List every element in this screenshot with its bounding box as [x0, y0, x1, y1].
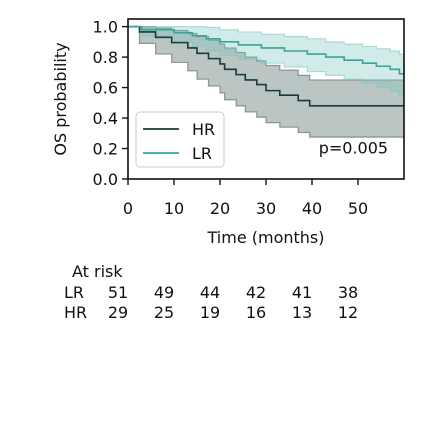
- ci-band-hr: [128, 26, 404, 138]
- ci-band-lr: [128, 26, 404, 97]
- at-risk-count: 41: [292, 283, 312, 302]
- x-axis: 0 10 20 30 40 50: [123, 179, 368, 218]
- at-risk-count: 44: [200, 283, 220, 302]
- at-risk-count: 42: [246, 283, 266, 302]
- x-tick-label: 50: [348, 199, 368, 218]
- legend-label-lr: LR: [192, 144, 212, 163]
- at-risk-count: 13: [292, 303, 312, 322]
- x-tick-label: 0: [123, 199, 133, 218]
- y-tick-label: 0.2: [93, 140, 118, 159]
- at-risk-count: 38: [338, 283, 358, 302]
- at-risk-table: At risk LR 51 49 44 42 41 38 HR 29 25 19 16 13 12: [64, 262, 358, 322]
- y-axis: 0.0 0.2 0.4 0.6 0.8 1.0: [93, 18, 128, 189]
- at-risk-count: 49: [154, 283, 174, 302]
- at-risk-count: 29: [108, 303, 128, 322]
- y-tick-label: 0.0: [93, 170, 118, 189]
- legend-label-hr: HR: [192, 120, 215, 139]
- survival-curve-hr: [128, 25, 404, 107]
- at-risk-count: 12: [338, 303, 358, 322]
- p-value-annotation: p=0.005: [319, 139, 388, 158]
- y-tick-label: 1.0: [93, 18, 118, 37]
- x-tick-label: 10: [164, 199, 184, 218]
- p-value-text: p=0.005: [319, 139, 388, 158]
- at-risk-row-label: LR: [64, 283, 84, 302]
- legend: HR LR: [135, 111, 225, 168]
- x-tick-label: 40: [302, 199, 322, 218]
- at-risk-row-label: HR: [64, 303, 87, 322]
- at-risk-count: 16: [246, 303, 266, 322]
- y-axis-title: OS probability: [51, 42, 70, 155]
- at-risk-count: 19: [200, 303, 220, 322]
- y-tick-label: 0.6: [93, 79, 118, 98]
- y-tick-label: 0.8: [93, 48, 118, 67]
- x-axis-title: Time (months): [207, 228, 325, 247]
- survival-curves: [128, 25, 404, 107]
- survival-curve-lr: [128, 25, 404, 75]
- x-tick-label: 20: [210, 199, 230, 218]
- y-tick-label: 0.4: [93, 109, 118, 128]
- confidence-bands: [128, 26, 404, 138]
- at-risk-title: At risk: [72, 262, 123, 281]
- at-risk-count: 25: [154, 303, 174, 322]
- at-risk-count: 51: [108, 283, 128, 302]
- x-tick-label: 30: [256, 199, 276, 218]
